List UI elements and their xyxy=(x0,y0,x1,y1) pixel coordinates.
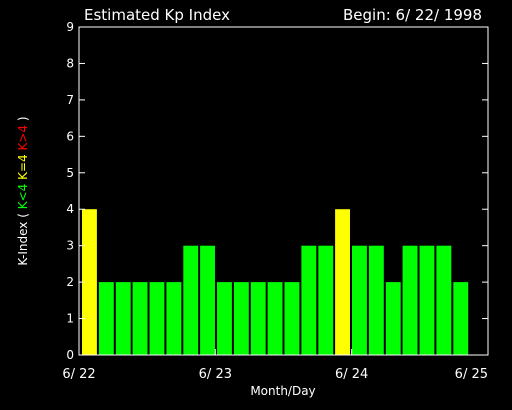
bar-4 xyxy=(149,282,165,355)
bar-15 xyxy=(335,209,350,355)
y-tick-label-5: 5 xyxy=(66,166,74,180)
y-tick-label-8: 8 xyxy=(66,56,74,70)
bar-9 xyxy=(233,282,249,355)
begin-date-label: Begin: 6/ 22/ 1998 xyxy=(343,6,482,24)
y-tick-label-0: 0 xyxy=(66,348,74,362)
bars-group xyxy=(82,209,469,355)
bar-13 xyxy=(301,245,317,355)
y-tick-label-2: 2 xyxy=(66,275,74,289)
bar-7 xyxy=(200,245,215,355)
bar-20 xyxy=(419,245,435,355)
x-tick-label-0: 6/ 22 xyxy=(62,367,95,382)
bar-6 xyxy=(183,245,199,355)
bar-18 xyxy=(385,282,401,355)
y-tick-label-4: 4 xyxy=(66,202,74,216)
bar-3 xyxy=(132,282,148,355)
y-tick-label-3: 3 xyxy=(66,239,74,253)
x-axis-ticks: 6/ 22 6/ 23 6/ 24 6/ 25 xyxy=(62,349,489,382)
y-axis-label: K-Index ( K<4 K=4 K>4 ) xyxy=(16,116,30,265)
bar-0 xyxy=(82,209,97,355)
x-tick-label-1: 6/ 23 xyxy=(199,367,232,382)
bar-1 xyxy=(98,282,114,355)
chart-title: Estimated Kp Index xyxy=(84,6,230,24)
bar-12 xyxy=(284,282,300,355)
bar-17 xyxy=(368,245,384,355)
x-tick-label-2: 6/ 24 xyxy=(335,367,368,382)
y-axis-label-green: K<4 xyxy=(16,184,30,210)
y-axis-label-red: K>4 xyxy=(16,125,30,151)
y-tick-label-6: 6 xyxy=(66,129,74,143)
bar-22 xyxy=(453,282,469,355)
bar-5 xyxy=(166,282,182,355)
bar-11 xyxy=(267,282,283,355)
y-tick-label-1: 1 xyxy=(66,312,74,326)
x-axis-label: Month/Day xyxy=(250,384,315,398)
y-tick-label-9: 9 xyxy=(66,20,74,34)
bar-10 xyxy=(250,282,266,355)
y-tick-label-7: 7 xyxy=(66,93,74,107)
x-tick-label-3: 6/ 25 xyxy=(455,367,488,382)
bar-19 xyxy=(402,245,418,355)
bar-2 xyxy=(115,282,131,355)
bar-16 xyxy=(352,245,367,355)
y-axis-label-yellow: K=4 xyxy=(16,154,30,180)
bar-8 xyxy=(217,282,232,355)
plot-frame xyxy=(78,26,489,356)
y-axis-ticks: 0 1 2 3 4 5 6 7 8 9 xyxy=(66,20,488,362)
y-axis-label-suffix: ) xyxy=(16,116,30,125)
bar-21 xyxy=(436,245,452,355)
y-axis-label-prefix: K-Index ( xyxy=(16,209,30,265)
bar-14 xyxy=(318,245,334,355)
